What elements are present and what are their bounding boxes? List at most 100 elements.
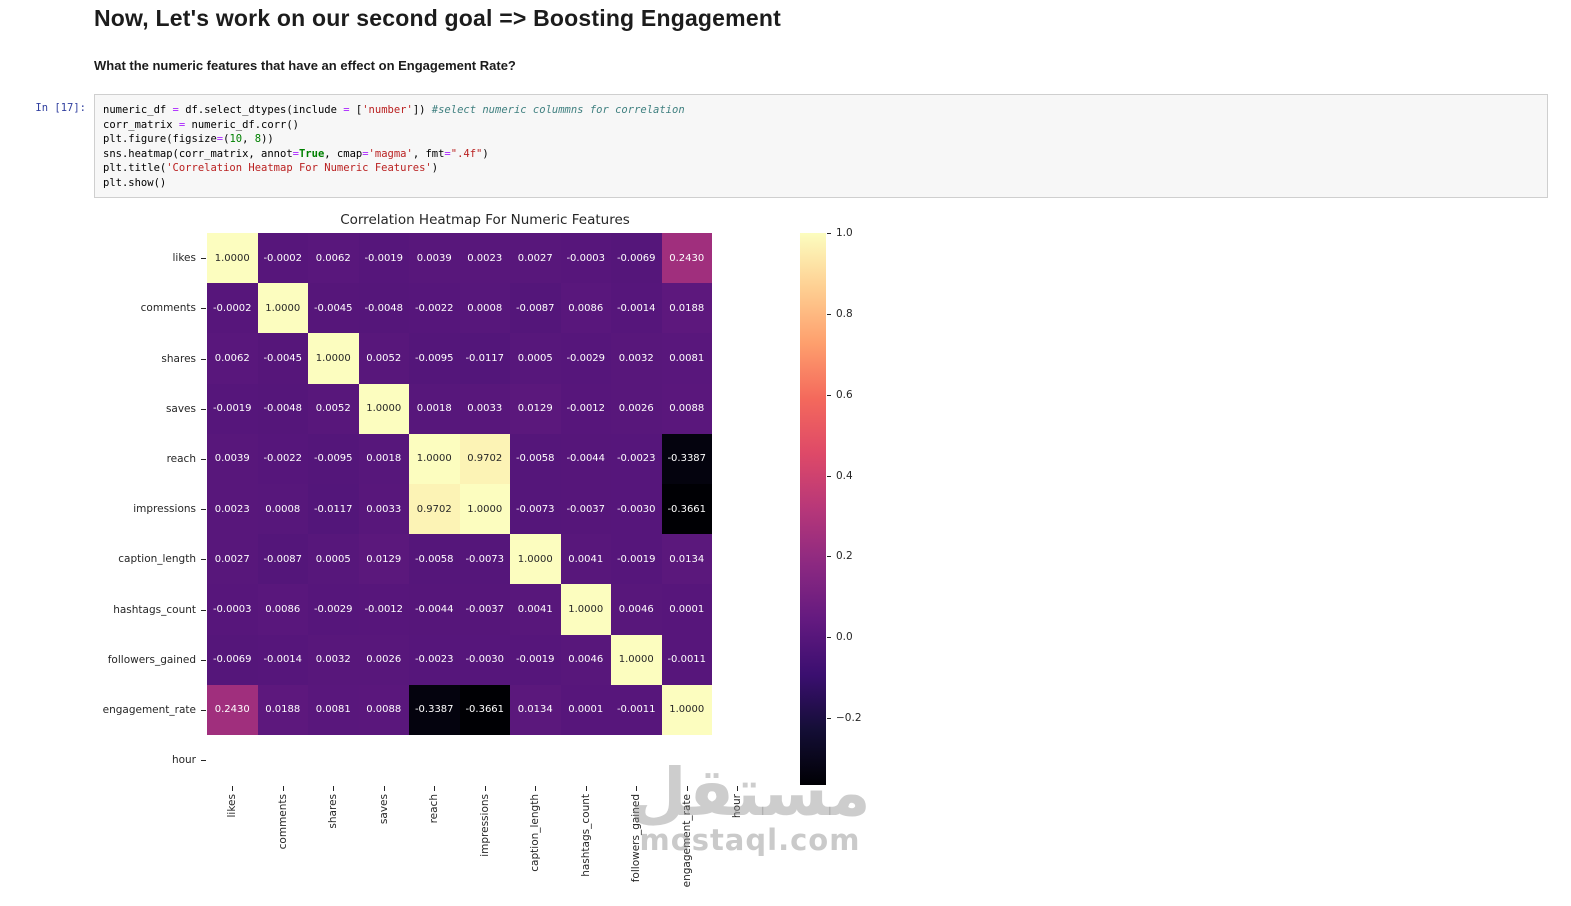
y-tick-mark	[201, 760, 206, 762]
colorbar-tick-label: 0.2	[836, 550, 853, 563]
y-tick-mark	[201, 408, 206, 410]
colorbar-tick-label: 0.8	[836, 307, 853, 320]
heatmap-cell: -0.0095	[308, 433, 359, 484]
x-tick-mark	[484, 786, 486, 792]
x-tick-label: hour	[731, 794, 744, 819]
y-tick-label: likes	[172, 252, 196, 265]
heatmap-cell: 1.0000	[207, 233, 258, 284]
heatmap-cell: 0.0026	[358, 634, 409, 685]
x-tick-mark	[535, 786, 537, 792]
heatmap-cell: -0.0044	[409, 584, 460, 635]
page-title: Now, Let's work on our second goal => Bo…	[94, 5, 781, 31]
heatmap-cell: 0.0026	[611, 383, 662, 434]
heatmap-cell: -0.0019	[611, 534, 662, 585]
heatmap-cell	[712, 484, 763, 534]
heatmap-cell: 0.0027	[207, 534, 258, 585]
x-tick-label: shares	[327, 794, 340, 829]
colorbar-tick-mark	[827, 394, 831, 396]
watermark-arabic-text: مستقل	[629, 754, 871, 831]
heatmap-cell: -0.0012	[560, 383, 611, 434]
y-tick-mark	[201, 659, 206, 661]
heatmap-cell: 0.9702	[459, 433, 510, 484]
colorbar-tick-label: 0.0	[836, 631, 853, 644]
heatmap-cell: -0.3387	[661, 433, 712, 484]
heatmap-cell	[510, 735, 561, 785]
heatmap-cell: 0.2430	[661, 233, 712, 284]
x-tick-label: engagement_rate	[680, 794, 693, 888]
heatmap-cell: -0.0019	[358, 233, 409, 284]
x-tick-label: saves	[377, 794, 390, 825]
x-tick-mark	[585, 786, 587, 792]
heatmap-cell: 0.0081	[308, 684, 359, 735]
heatmap-cell: -0.0095	[409, 333, 460, 384]
heatmap-cell	[712, 534, 763, 584]
heatmap-cell: 0.0023	[207, 483, 258, 535]
heatmap-cell: -0.0002	[207, 283, 258, 334]
heatmap-cell: 0.0033	[358, 483, 409, 535]
heatmap-cell: 0.0008	[257, 483, 308, 535]
heatmap-cell	[712, 635, 763, 685]
code-line: corr_matrix = numeric_df.corr()	[103, 118, 299, 131]
x-tick-mark	[686, 786, 688, 792]
heatmap-cell	[712, 333, 763, 383]
heatmap-cell: 0.0001	[661, 584, 712, 635]
heatmap-cell: -0.0117	[308, 483, 359, 535]
heatmap-cell: -0.0022	[257, 433, 308, 484]
heatmap-cell: -0.0058	[409, 534, 460, 585]
heatmap-cell: 0.0129	[510, 383, 561, 434]
heatmap-cell: -0.0019	[510, 634, 561, 685]
y-tick-label: reach	[166, 452, 196, 465]
code-line: plt.show()	[103, 176, 167, 189]
y-tick-label: impressions	[133, 503, 196, 516]
watermark: مستقل mostaql.com	[600, 754, 900, 858]
code-line: plt.figure(figsize=(10, 8))	[103, 133, 274, 146]
x-tick-label: caption_length	[529, 794, 542, 872]
heatmap-cell: 0.0129	[358, 534, 409, 585]
heatmap-cell: -0.0045	[257, 333, 308, 384]
heatmap-cell: 0.0188	[661, 283, 712, 334]
heatmap-cell: -0.0044	[560, 433, 611, 484]
code-line: numeric_df = df.select_dtypes(include = …	[103, 104, 685, 116]
heatmap-cell: -0.0073	[510, 483, 561, 535]
heatmap-cell: 0.9702	[409, 483, 460, 535]
heatmap-cell: -0.0029	[308, 584, 359, 635]
x-tick-label: likes	[226, 794, 239, 818]
heatmap-cell: -0.0069	[207, 634, 258, 685]
heatmap-cell: 0.0027	[510, 233, 561, 284]
cell-input-prompt: In [17]:	[35, 102, 86, 114]
heatmap-cell: 0.0134	[661, 534, 712, 585]
y-tick-label: shares	[161, 352, 196, 365]
heatmap-cell: 0.0088	[661, 383, 712, 434]
heatmap-cell	[712, 434, 763, 484]
heatmap-cell: -0.0073	[459, 534, 510, 585]
colorbar-tick-label: 1.0	[836, 227, 853, 239]
heatmap-grid: 1.0000 -0.0002 0.0062 -0.0019 0.0039 0.0023 0.…	[207, 233, 763, 785]
heatmap-cell: -0.0030	[459, 634, 510, 685]
heatmap-cell: 0.0033	[459, 383, 510, 434]
heatmap-cell: 0.0046	[611, 584, 662, 635]
x-tick-label: hashtags_count	[579, 794, 592, 877]
heatmap-cell: 0.0052	[358, 333, 409, 384]
heatmap-cell: 0.0088	[358, 684, 409, 735]
heatmap-cell: 0.0018	[358, 433, 409, 484]
y-tick-mark	[201, 559, 206, 561]
heatmap-cell: -0.0048	[257, 383, 308, 434]
code-editor[interactable]: numeric_df = df.select_dtypes(include = …	[94, 94, 1548, 198]
heatmap-cell: 0.0081	[661, 333, 712, 384]
y-tick-mark	[201, 258, 206, 260]
heatmap-cell: -0.0011	[661, 634, 712, 685]
heatmap-cell: 0.0018	[409, 383, 460, 434]
heatmap-cell: 1.0000	[611, 634, 662, 685]
y-tick-label: hashtags_count	[113, 603, 196, 616]
colorbar-tick-mark	[827, 475, 831, 477]
code-line: sns.heatmap(corr_matrix, annot=True, cma…	[103, 147, 489, 160]
heatmap-cell: -0.3387	[409, 684, 460, 735]
page-subheading: What the numeric features that have an e…	[94, 58, 516, 73]
x-tick-label: reach	[428, 794, 441, 824]
heatmap-cell: -0.0048	[358, 283, 409, 334]
heatmap-cell: 0.0062	[207, 333, 258, 384]
heatmap-cell: 1.0000	[257, 283, 308, 334]
heatmap-cell	[561, 735, 612, 785]
heatmap-cell: 0.2430	[207, 684, 258, 735]
colorbar	[800, 233, 826, 786]
